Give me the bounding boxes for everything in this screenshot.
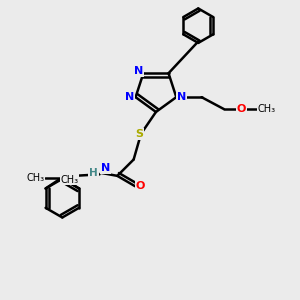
Text: CH₃: CH₃ bbox=[258, 104, 276, 114]
Text: N: N bbox=[134, 66, 143, 76]
Text: N: N bbox=[125, 92, 134, 102]
Text: O: O bbox=[136, 181, 145, 191]
Text: N: N bbox=[177, 92, 186, 102]
Text: CH₃: CH₃ bbox=[26, 173, 44, 183]
Text: H: H bbox=[89, 168, 98, 178]
Text: S: S bbox=[136, 129, 144, 139]
Text: CH₃: CH₃ bbox=[60, 175, 78, 184]
Text: O: O bbox=[237, 104, 246, 114]
Text: N: N bbox=[101, 164, 110, 173]
